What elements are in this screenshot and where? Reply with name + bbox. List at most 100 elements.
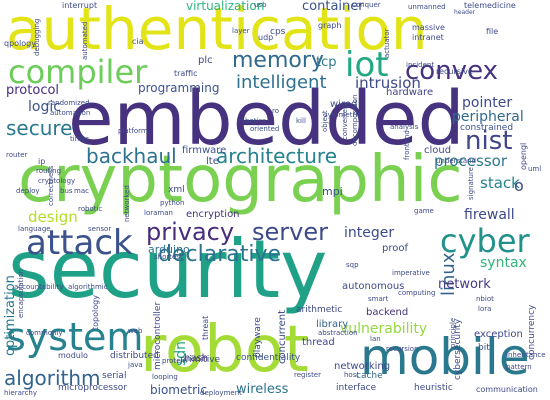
word-cloud: cloud [424,146,451,156]
word-debugging: debugging [34,19,41,56]
word-understand: understand [436,158,476,165]
word-timer: timer [70,136,89,143]
word-interface: interface [336,384,376,393]
word-memory: memory [232,50,324,72]
word-looping: looping [152,374,178,381]
word-playware: playware [254,317,263,358]
word-python: python [160,200,185,207]
word-communication: communication [476,386,538,394]
word-protein: protein [162,358,187,365]
word-proof: proof [382,244,408,254]
word-architecture: architecture [216,146,337,166]
word-xml: xml [168,186,185,195]
word-firewall: firewall [464,208,515,222]
word-commonly: commonly [26,330,63,337]
word-network: network [438,278,491,291]
word-host: host [344,372,359,379]
word-smart: smart [368,296,388,303]
word-platform: platform [118,128,148,135]
word-integer: integer [344,226,394,240]
word-correctness: correctness [48,165,55,206]
word-deployment: deployment [200,390,242,397]
word-peripheral: peripheral [452,110,524,124]
word-shortest: shortest [154,254,183,261]
word-secure: secure [6,118,72,138]
word-threat: threat [202,316,210,340]
word-encapsulation: encapsulation [18,269,25,318]
word-nbiot: nbiot [476,296,494,303]
word-udp: udp [258,34,273,42]
word-autonomous: autonomous [342,282,404,292]
word-confidentiality: confidentiality [236,354,300,363]
word-game: game [414,208,434,215]
word-firmware: firmware [182,146,226,156]
word-automated: automated [82,22,89,60]
word-oriented: oriented [250,126,279,133]
word-loraman: loraman [144,210,173,217]
word-file: file [486,28,498,36]
word-arithmetic: arithmetic [296,306,342,315]
word-language: language [18,226,51,233]
word-protocol: protocol [6,84,59,97]
word-inheritance: inheritance [506,352,546,359]
word-hardware: hardware [386,88,433,98]
word-robotic: robotic [78,206,102,213]
word-robotics: robotics [238,118,266,125]
word-intranet: intranet [412,34,444,42]
word-computing: computing [398,290,435,297]
word-privacy: privacy [146,220,234,244]
word-thread: thread [302,338,335,348]
word-pattern: pattern [506,364,532,371]
word-automation: automation [50,110,90,117]
word-mpi: mpi [322,186,343,197]
word-header: header [454,10,475,16]
word-tcp: tcp [316,56,337,69]
word-constrained: constrained [460,124,513,133]
word-cache: cache [356,372,383,381]
word-incident: incident [406,62,434,69]
word-wireless: wireless [236,383,288,396]
word-massive: massive [412,24,445,32]
word-traffic: traffic [174,70,197,78]
word-graph: graph [318,22,341,30]
word-abstraction: abstraction [318,330,358,337]
word-backhaul: backhaul [86,146,177,166]
word-decomposition: decomposition [352,95,359,146]
word-frontend: frontend [404,130,411,160]
word-randomized: randomized [48,100,90,107]
word-syntax: syntax [480,256,527,270]
word-o: o [514,178,524,194]
word-bus: bus [60,188,73,195]
word-design: design [28,210,78,225]
word-hierarchy: hierarchy [4,390,37,397]
word-qpology: qpology [4,40,36,48]
word-actuator: actuator [384,28,391,58]
word-backend: backend [366,308,408,318]
word-networked: networked [124,185,131,222]
word-sqp: sqp [346,262,359,269]
word-lte: lte [206,157,219,167]
word-virtualization: virtualization [186,0,264,12]
word-serial: serial [102,372,126,381]
word-mac: mac [74,188,89,195]
word-lora: lora [478,306,491,313]
word-kill: kill [296,118,306,125]
word-cia: cia [132,38,144,46]
word-signature: signature [468,167,475,200]
word-distributed: distributed [110,352,159,361]
word-algorithmic: algorithmic [68,284,108,291]
word-layer: layer [232,28,250,35]
word-modulo: modulo [58,352,88,360]
word-principle: principle [450,318,457,348]
word-java: java [128,362,143,369]
word-deploy: deploy [16,188,40,195]
word-sensor: sensor [88,226,111,233]
word-usb: usb [254,2,267,9]
word-recursive: recursive [436,68,473,76]
word-imperative: imperative [392,270,430,277]
word-interrupt: interrupt [62,2,97,10]
word-programming: programming [138,82,219,94]
word-biometric: biometric [150,384,207,396]
word-lan: lan [370,336,381,343]
